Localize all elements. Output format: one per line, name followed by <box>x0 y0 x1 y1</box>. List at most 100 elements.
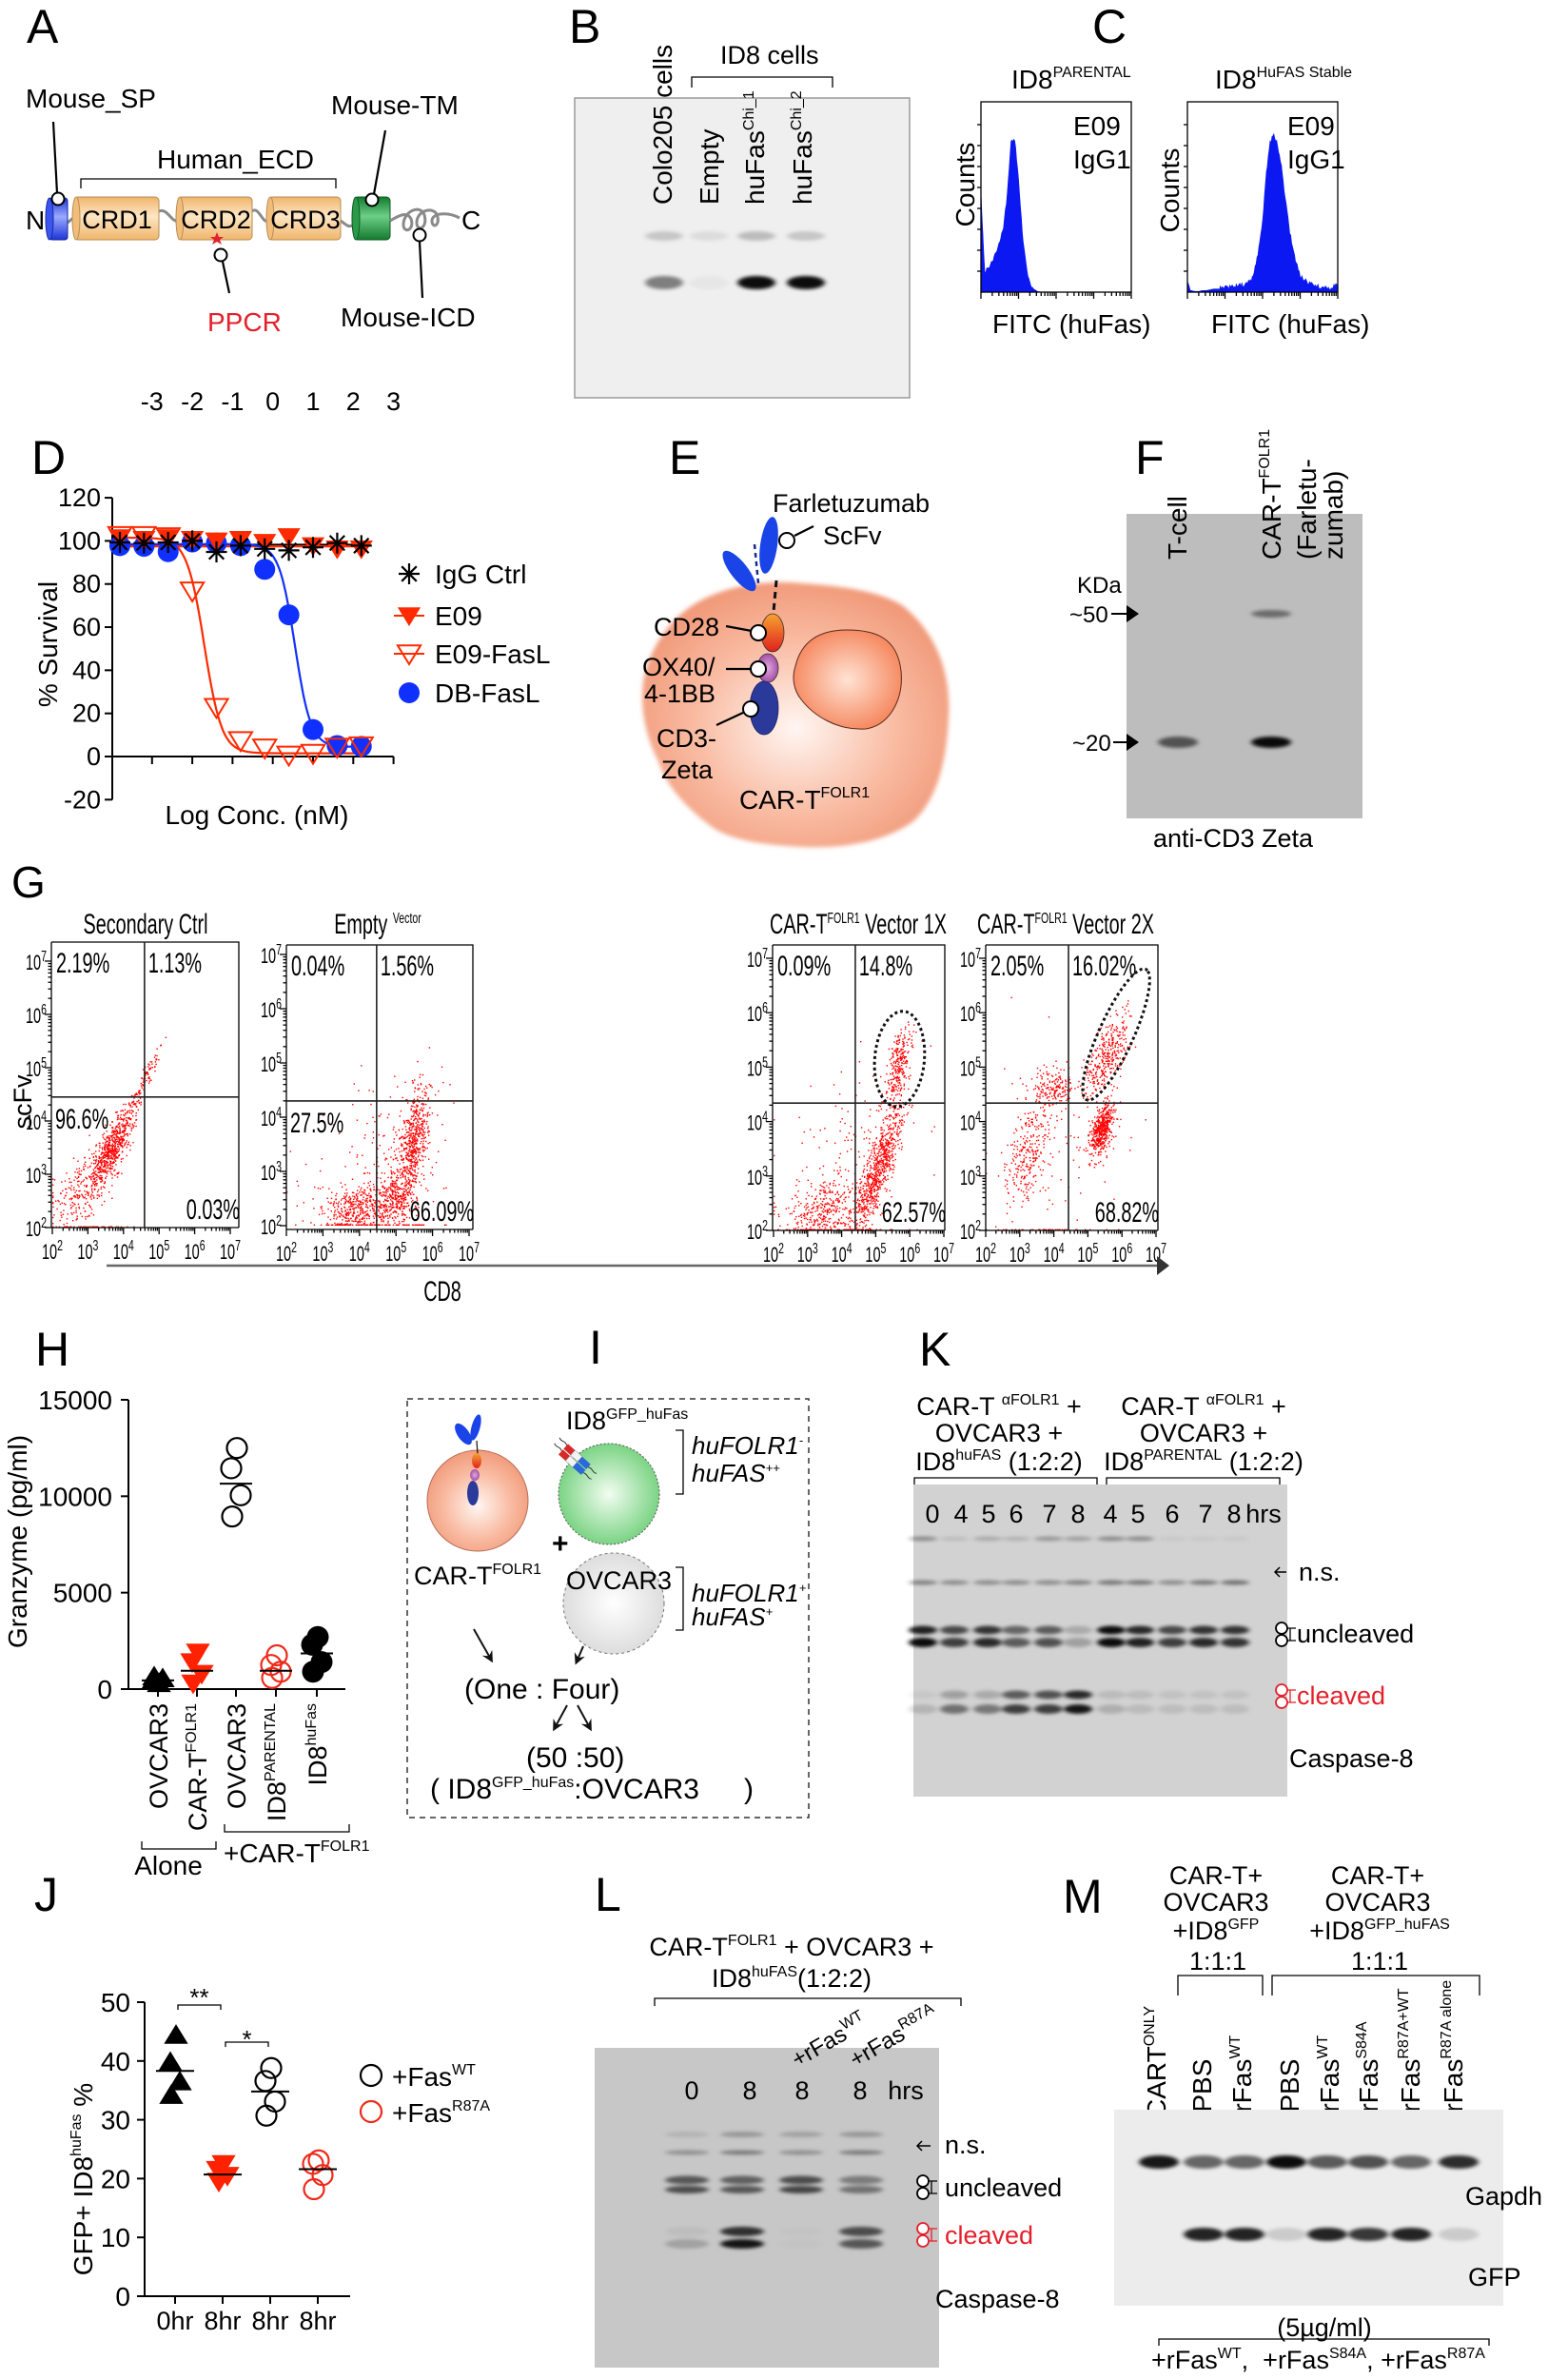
scatter-point <box>422 1143 424 1145</box>
scatter-point <box>409 1124 411 1126</box>
scatter-point <box>99 1145 101 1147</box>
scatter-point <box>96 1176 98 1179</box>
scatter-point <box>873 1190 875 1192</box>
scatter-point <box>95 1145 97 1147</box>
scfv-leader <box>794 525 814 537</box>
scatter-point <box>88 1134 90 1136</box>
scatter-point <box>108 1191 110 1193</box>
scatter-point <box>116 1176 119 1178</box>
data-point <box>179 581 206 603</box>
scatter-point <box>421 1173 422 1175</box>
scatter-point <box>901 1062 903 1064</box>
scatter-point <box>855 1207 858 1209</box>
scatter-point <box>413 1145 416 1147</box>
scatter-point <box>377 1177 379 1179</box>
scatter-point <box>880 1139 882 1141</box>
scatter-point <box>883 1170 885 1171</box>
scatter-point <box>356 1195 359 1198</box>
scatter-point <box>58 1226 61 1228</box>
scatter-point <box>104 1169 106 1170</box>
scatter-point <box>865 1183 867 1185</box>
scatter-point <box>857 1206 860 1208</box>
scatter-point <box>115 1126 117 1129</box>
scatter-point <box>409 1165 411 1167</box>
scatter-point <box>853 1221 855 1224</box>
scatter-point <box>104 1187 106 1189</box>
scatter-point <box>421 1159 424 1161</box>
scatter-point <box>903 1076 905 1078</box>
scatter-point <box>52 1226 54 1228</box>
scatter-point <box>892 1086 894 1088</box>
scatter-point <box>84 1190 86 1192</box>
scatter-point <box>90 1198 92 1200</box>
scatter-point <box>871 1211 872 1214</box>
scatter-point <box>879 1105 882 1108</box>
scatter-point <box>406 1158 408 1160</box>
scatter-point <box>396 1174 399 1177</box>
data-point <box>182 530 204 552</box>
scatter-point <box>383 1180 386 1182</box>
scatter-point <box>405 1216 408 1219</box>
x-tick-label-sup: 7 <box>235 1238 241 1254</box>
scatter-point <box>826 1185 828 1187</box>
scatter-point <box>322 1209 323 1212</box>
scatter-point <box>901 1052 904 1055</box>
x-tick-label-text: 10 <box>797 1243 813 1267</box>
y-tick-label-sup: 5 <box>276 1051 282 1067</box>
scatter-point <box>908 1051 910 1052</box>
scatter-point <box>115 1155 117 1158</box>
scatter-point <box>395 1217 397 1219</box>
scatter-point <box>88 1215 90 1217</box>
scatter-point <box>901 1115 903 1118</box>
scatter-point <box>421 1097 424 1100</box>
scatter-point <box>896 1114 898 1117</box>
scatter-point <box>355 1193 358 1195</box>
scatter-point <box>816 1208 818 1209</box>
scatter-point <box>893 1097 895 1099</box>
scatter-point <box>824 1128 826 1130</box>
scatter-point <box>427 1142 429 1145</box>
scatter-point <box>894 1116 897 1118</box>
scatter-point <box>824 1191 826 1194</box>
scatter-point <box>408 1187 410 1189</box>
blot-bands <box>1158 610 1291 748</box>
scatter-point <box>794 1229 796 1230</box>
scatter-point <box>859 1204 862 1206</box>
scatter-point <box>903 1034 906 1036</box>
scatter-point <box>836 1223 839 1225</box>
scatter-point <box>409 1160 411 1163</box>
scatter-point <box>794 1228 797 1229</box>
isotype-annotation: IgG1 <box>1287 145 1345 174</box>
scatter-point <box>901 1119 904 1122</box>
scatter-point <box>407 1155 410 1157</box>
scatter-point <box>120 1158 123 1160</box>
scatter-point <box>419 1124 421 1126</box>
scatter-point <box>98 1156 101 1159</box>
scatter-point <box>806 1191 809 1194</box>
scatter-point <box>52 1184 54 1186</box>
scatter-point <box>880 1157 883 1160</box>
scatter-point <box>69 1208 72 1209</box>
scatter-point <box>405 1151 407 1153</box>
x-tick-label-sup: 4 <box>364 1240 370 1256</box>
scatter-point <box>389 1193 391 1195</box>
scatter-point <box>100 1170 102 1172</box>
scatter-point <box>366 1122 368 1125</box>
legend-label: E09 <box>435 601 482 631</box>
scatter-point <box>888 1151 891 1153</box>
scatter-point <box>902 1038 904 1040</box>
scatter-point <box>863 1209 866 1211</box>
scatter-point <box>890 1115 892 1117</box>
scatter-point <box>414 1149 416 1150</box>
scatter-point <box>85 1226 87 1228</box>
scatter-point <box>392 1185 394 1187</box>
x-tick-label-sup: 3 <box>813 1241 818 1257</box>
scatter-point <box>118 1118 120 1120</box>
scatter-point <box>370 1190 372 1192</box>
scatter-point <box>69 1226 72 1228</box>
scatter-point <box>869 1156 871 1158</box>
scatter-point <box>98 1157 100 1160</box>
y-tick-label: 102 <box>26 1215 47 1241</box>
scatter-point <box>91 1191 94 1193</box>
scatter-point <box>86 1185 88 1187</box>
